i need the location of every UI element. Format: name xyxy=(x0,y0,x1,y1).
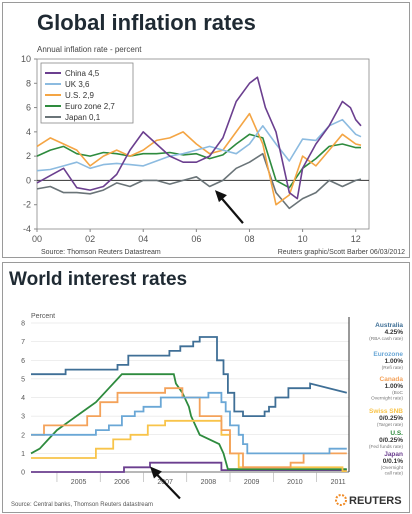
inflation-legend-label-uk: UK 3,6 xyxy=(65,80,90,89)
inflation-line-uk xyxy=(36,118,362,172)
inflation-line-china xyxy=(36,76,362,200)
interest-x-tick-label: 2008 xyxy=(201,479,217,486)
inflation-line-japan xyxy=(36,152,362,210)
interest-arrow-annotation xyxy=(149,466,181,500)
interest-x-tick-label: 2005 xyxy=(71,479,87,486)
inflation-line-euro-zone xyxy=(36,133,361,189)
interest-y-tick-label: 7 xyxy=(21,339,25,346)
interest-legend-name-australia: Australia xyxy=(375,322,403,329)
arrow-head xyxy=(149,466,162,479)
arrow-shaft xyxy=(154,471,181,500)
inflation-y-tick-label: 0 xyxy=(26,175,31,185)
reuters-logo: REUTERS xyxy=(335,494,402,507)
interest-legend-name-canada: Canada xyxy=(380,376,404,383)
interest-legend-note-eurozone: (Refi rate) xyxy=(382,365,404,371)
interest-legend-note-australia: (RBA cash rate) xyxy=(369,336,403,342)
inflation-x-tick-label: 10 xyxy=(298,234,308,244)
interest-legend-value-japan: 0/0.1% xyxy=(383,458,403,465)
interest-legend-name-u-s: U.S. xyxy=(390,430,403,437)
interest-y-tick-label: 3 xyxy=(21,414,25,421)
interest-line-u-s xyxy=(30,373,347,471)
inflation-y-tick-label: 6 xyxy=(26,103,31,113)
arrow-shaft xyxy=(218,194,244,224)
inflation-y-tick-label: 2 xyxy=(26,151,31,161)
inflation-arrow-annotation xyxy=(214,190,244,224)
interest-legend-note-swiss-snb: (Target rate) xyxy=(377,422,404,428)
interest-legend-value-australia: 4.25% xyxy=(385,329,404,336)
inflation-x-tick-label: 12 xyxy=(351,234,361,244)
arrow-head xyxy=(214,190,227,203)
inflation-chart: Global inflation rates Annual inflation … xyxy=(21,10,405,256)
interest-line-japan xyxy=(31,461,347,473)
interest-line-australia xyxy=(31,336,348,418)
reuters-brand: REUTERS xyxy=(349,495,402,507)
inflation-legend-label-euro-zone: Euro zone 2,7 xyxy=(65,102,115,111)
interest-series-lines xyxy=(30,336,348,473)
inflation-x-tick-label: 04 xyxy=(138,234,148,244)
interest-legend-note-canada: (BoC xyxy=(392,390,403,396)
inflation-chart-title: Global inflation rates xyxy=(37,10,256,35)
interest-line-swiss-snb xyxy=(31,419,347,473)
interest-y-tick-label: 6 xyxy=(21,358,25,365)
interest-legend-value-eurozone: 1.00% xyxy=(385,358,404,365)
inflation-legend: China 4,5 UK 3,6 U.S. 2,9 Euro zone 2,7 Japa… xyxy=(40,62,134,124)
inflation-series-lines xyxy=(36,76,362,210)
interest-line-canada xyxy=(31,387,347,469)
interest-line-eurozone xyxy=(31,391,347,455)
inflation-legend-label-japan: Japan 0,1 xyxy=(65,113,101,122)
inflation-legend-label-china: China 4,5 xyxy=(65,69,100,78)
inflation-y-tick-label: 8 xyxy=(26,78,31,88)
inflation-x-tick-label: 00 xyxy=(32,234,42,244)
inflation-y-tick-label: -2 xyxy=(23,200,31,210)
interest-y-tick-label: 5 xyxy=(21,376,25,383)
interest-chart-panel: World interest rates Percent 0 1 2 3 4 5 6 7 8 20… xyxy=(2,262,410,513)
inflation-legend-label-u-s: U.S. 2,9 xyxy=(65,91,94,100)
interest-chart: World interest rates Percent 0 1 2 3 4 5 6 7 8 20… xyxy=(9,269,404,508)
inflation-credit: Reuters graphic/Scott Barber 06/03/2012 xyxy=(278,249,405,256)
inflation-x-tick-label: 02 xyxy=(85,234,95,244)
interest-legend-note-u-s: (Fed funds rate) xyxy=(369,444,404,450)
interest-axes: 0123456782005200620072008200920102011 xyxy=(21,317,350,486)
interest-legend-note-japan: call rate) xyxy=(385,471,404,477)
inflation-x-tick-label: 08 xyxy=(244,234,254,244)
inflation-source: Source: Thomson Reuters Datastream xyxy=(41,249,161,256)
reuters-logo-icon xyxy=(335,494,347,506)
interest-y-tick-label: 1 xyxy=(21,451,25,458)
interest-legend-value-canada: 1.00% xyxy=(385,383,404,390)
interest-y-tick-label: 2 xyxy=(21,432,25,439)
inflation-chart-subtitle: Annual inflation rate - percent xyxy=(37,45,142,54)
interest-x-tick-label: 2009 xyxy=(244,479,260,486)
inflation-y-tick-label: -4 xyxy=(23,224,31,234)
inflation-y-tick-label: 10 xyxy=(21,54,31,64)
interest-legend-name-japan: Japan xyxy=(384,451,403,458)
interest-unit-label: Percent xyxy=(31,313,55,320)
interest-legend-note-canada: Overnight rate) xyxy=(371,396,403,402)
interest-x-tick-label: 2011 xyxy=(331,479,346,486)
interest-x-tick-label: 2006 xyxy=(114,479,130,486)
interest-y-tick-label: 0 xyxy=(21,470,25,477)
interest-legend-value-u-s: 0/0.25% xyxy=(379,437,403,444)
interest-y-tick-label: 8 xyxy=(21,321,25,328)
interest-x-tick-label: 2010 xyxy=(287,479,303,486)
inflation-x-tick-label: 06 xyxy=(191,234,201,244)
interest-legend-name-eurozone: Eurozone xyxy=(373,351,403,358)
interest-legend-name-swiss-snb: Swiss SNB xyxy=(369,408,403,415)
interest-y-tick-label: 4 xyxy=(21,395,25,402)
interest-legend-note-japan: (Overnight xyxy=(381,465,404,471)
inflation-y-tick-label: 4 xyxy=(26,127,31,137)
interest-chart-title: World interest rates xyxy=(9,269,187,290)
interest-legend-value-swiss-snb: 0/0.25% xyxy=(379,415,403,422)
interest-source: Source: Central banks, Thomson Reuters d… xyxy=(11,502,153,508)
inflation-line-u-s xyxy=(36,112,362,206)
inflation-plot-frame xyxy=(36,58,370,230)
inflation-chart-panel: Global inflation rates Annual inflation … xyxy=(2,2,410,258)
